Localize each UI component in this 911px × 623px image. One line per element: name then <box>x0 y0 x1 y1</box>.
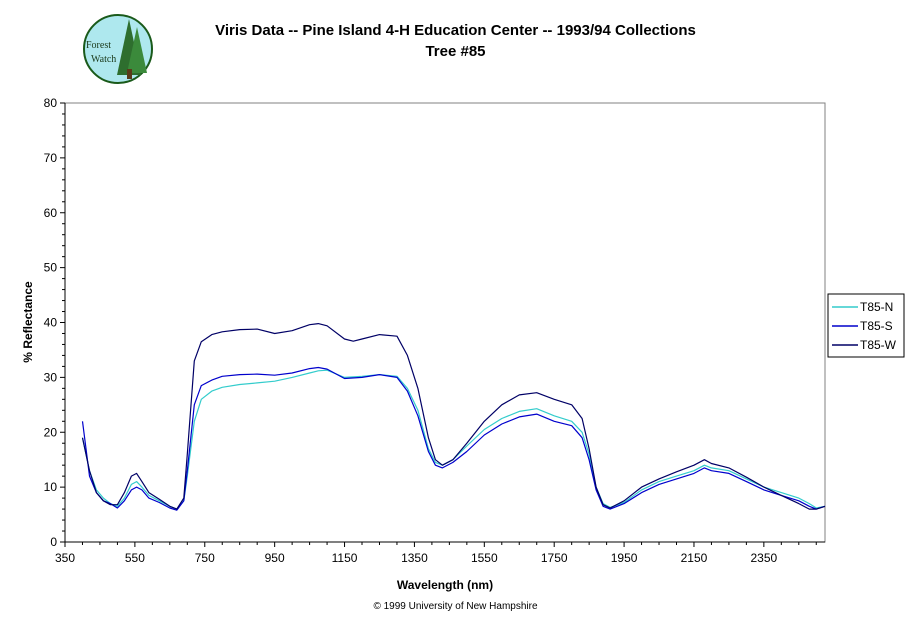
x-tick-label: 1350 <box>401 551 428 565</box>
y-tick-label: 30 <box>44 370 58 384</box>
y-tick-label: 0 <box>50 535 57 549</box>
series-line-t85-n <box>81 369 826 510</box>
axes-layer: 0 10 20 30 40 50 60 70 80 350 550 750 950 1150 1350 155… <box>44 96 825 565</box>
legend-label-t85-n: T85-N <box>860 300 893 314</box>
chart-title: Viris Data -- Pine Island 4-H Education … <box>215 22 696 39</box>
x-tick-label: 1950 <box>611 551 638 565</box>
y-tick-label: 50 <box>44 261 58 275</box>
forest-watch-logo: Forest Watch <box>83 14 153 84</box>
copyright-footer: © 1999 University of New Hampshire <box>373 601 538 612</box>
x-axis-title: Wavelength (nm) <box>397 578 493 592</box>
y-tick-label: 10 <box>44 480 58 494</box>
x-tick-label: 350 <box>55 551 75 565</box>
plot-area <box>64 102 826 543</box>
logo-text-line2: Watch <box>91 54 116 65</box>
x-tick-label: 950 <box>265 551 285 565</box>
x-tick-label: 1550 <box>471 551 498 565</box>
chart-subtitle: Tree #85 <box>425 43 486 60</box>
x-tick-label: 2150 <box>681 551 708 565</box>
logo-text-line1: Forest <box>86 40 111 51</box>
y-tick-label: 60 <box>44 206 58 220</box>
tree-icon <box>117 19 147 79</box>
series-line-t85-s <box>81 366 826 511</box>
x-tick-label: 550 <box>125 551 145 565</box>
x-tick-label: 2350 <box>750 551 777 565</box>
y-axis-title: % Reflectance <box>21 281 35 363</box>
x-tick-label: 1150 <box>332 551 358 565</box>
series-line-t85-w <box>81 323 826 510</box>
legend: T85-N T85-S T85-W <box>827 293 905 358</box>
y-tick-label: 40 <box>44 316 58 330</box>
legend-label-t85-w: T85-W <box>860 338 897 352</box>
y-tick-label: 20 <box>44 425 58 439</box>
legend-label-t85-s: T85-S <box>860 319 893 333</box>
y-tick-label: 80 <box>44 96 58 110</box>
x-tick-label: 1750 <box>541 551 568 565</box>
y-tick-label: 70 <box>44 151 58 165</box>
series-layer <box>81 323 826 511</box>
x-tick-label: 750 <box>195 551 215 565</box>
